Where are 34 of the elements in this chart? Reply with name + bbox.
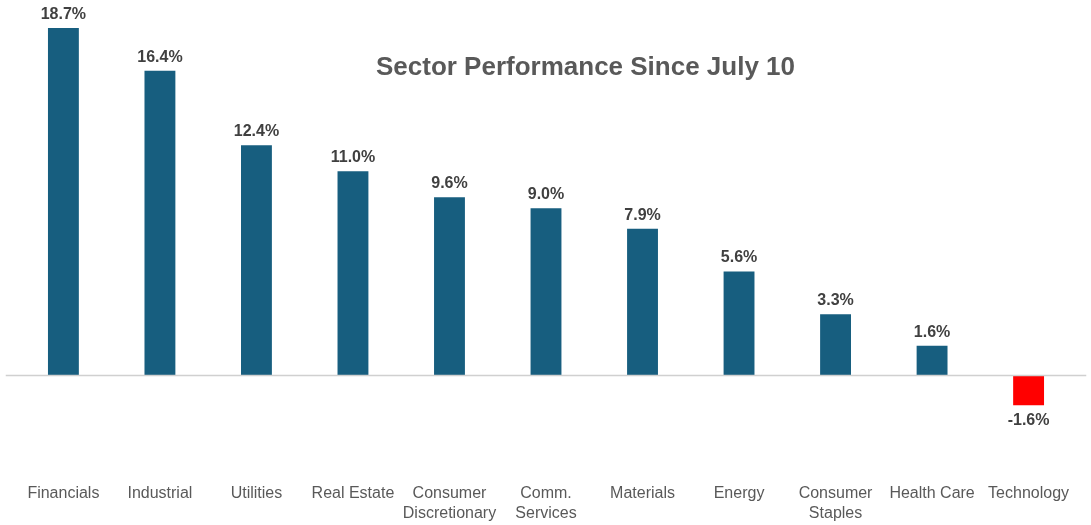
bar: [144, 70, 176, 376]
data-label: 9.0%: [527, 185, 565, 203]
x-tick-label: Comm. Services: [515, 483, 577, 521]
bar: [1013, 375, 1045, 406]
bar: [916, 345, 948, 376]
x-tick-label: Materials: [610, 483, 675, 501]
data-label: -1.6%: [1007, 411, 1050, 429]
x-tick-label: Industrial: [127, 483, 193, 501]
x-tick-label: Consumer Discretionary: [402, 483, 497, 521]
x-tick-label: Energy: [713, 483, 765, 501]
data-label: 18.7%: [40, 5, 87, 23]
x-tick-label: Technology: [988, 483, 1070, 501]
x-tick-label: Consumer Staples: [798, 483, 874, 521]
bar: [627, 228, 658, 376]
x-tick-label: Real Estate: [311, 483, 395, 501]
data-label: 3.3%: [817, 291, 854, 309]
data-label: 9.6%: [431, 174, 468, 192]
bar: [723, 271, 755, 376]
x-tick-label: Health Care: [889, 483, 975, 501]
x-tick-label: Utilities: [230, 483, 283, 501]
data-label: 11.0%: [330, 148, 376, 166]
bar: [530, 208, 562, 376]
x-tick-label: Financials: [27, 483, 100, 501]
bar: [241, 145, 272, 376]
data-label: 5.6%: [720, 248, 758, 266]
bar: [47, 28, 79, 376]
data-label: 16.4%: [137, 47, 183, 65]
data-label: 12.4%: [233, 122, 280, 140]
data-label: 7.9%: [624, 205, 661, 223]
bar: [337, 171, 369, 376]
text: Sector Performance Since July 10: [375, 50, 796, 81]
data-label: 1.6%: [913, 322, 951, 340]
bar: [434, 197, 465, 376]
bar: [820, 314, 851, 376]
